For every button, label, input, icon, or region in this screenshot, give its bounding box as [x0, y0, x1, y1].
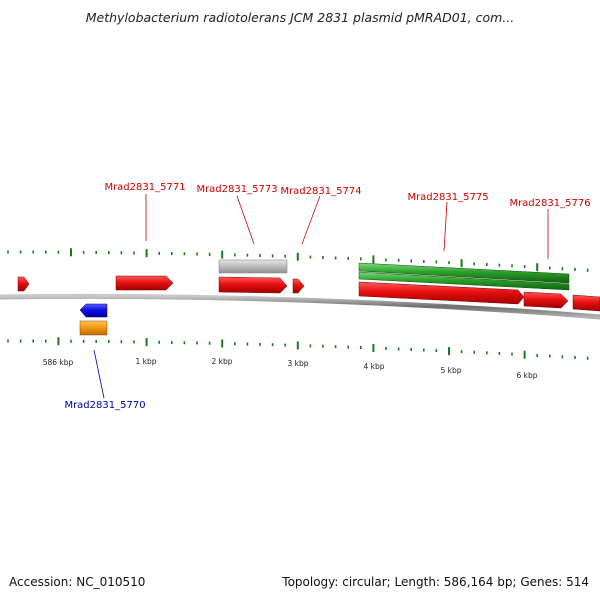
scale-label: 586 kbp — [43, 358, 74, 367]
gene-label[interactable]: Mrad2831_5773 — [196, 184, 277, 195]
pseudo-gene-bar[interactable] — [218, 259, 288, 274]
genome-backbone — [0, 293, 600, 320]
accession-text: Accession: NC_010510 — [9, 575, 146, 589]
label-pointer-line — [93, 349, 105, 399]
label-pointer-line — [301, 195, 321, 245]
rna-feature-bar-upper[interactable] — [358, 262, 570, 284]
upper-tick-track — [7, 248, 589, 272]
rna-feature-bar-lower[interactable] — [358, 271, 570, 291]
scale-label: 2 kbp — [211, 357, 232, 366]
forward-gene-arrow[interactable] — [292, 278, 305, 294]
label-pointer-line — [443, 201, 448, 252]
forward-gene-arrow[interactable] — [17, 276, 30, 292]
forward-gene-arrow[interactable] — [358, 281, 525, 305]
scale-label: 3 kbp — [287, 359, 308, 368]
scale-label: 4 kbp — [363, 362, 384, 371]
forward-gene-arrow[interactable] — [523, 291, 569, 309]
forward-gene-arrow[interactable] — [572, 294, 600, 312]
scale-label: 5 kbp — [440, 366, 461, 375]
forward-gene-arrow[interactable] — [115, 275, 174, 291]
gene-label[interactable]: Mrad2831_5775 — [407, 192, 488, 203]
forward-gene-arrow[interactable] — [218, 276, 288, 294]
gene-label[interactable]: Mrad2831_5774 — [280, 186, 361, 197]
reverse-gene-arrow[interactable] — [79, 303, 108, 318]
gene-label[interactable]: Mrad2831_5771 — [104, 182, 185, 193]
gene-label[interactable]: Mrad2831_5770 — [64, 400, 145, 411]
scale-label: 1 kbp — [135, 357, 156, 366]
genome-summary-text: Topology: circular; Length: 586,164 bp; … — [282, 575, 589, 589]
label-pointer-line — [236, 195, 255, 245]
other-gene-bar[interactable] — [79, 320, 108, 336]
scale-label: 6 kbp — [516, 371, 537, 380]
gene-label[interactable]: Mrad2831_5776 — [509, 198, 590, 209]
lower-tick-track — [7, 337, 589, 360]
map-title: Methylobacterium radiotolerans JCM 2831 … — [85, 10, 515, 25]
